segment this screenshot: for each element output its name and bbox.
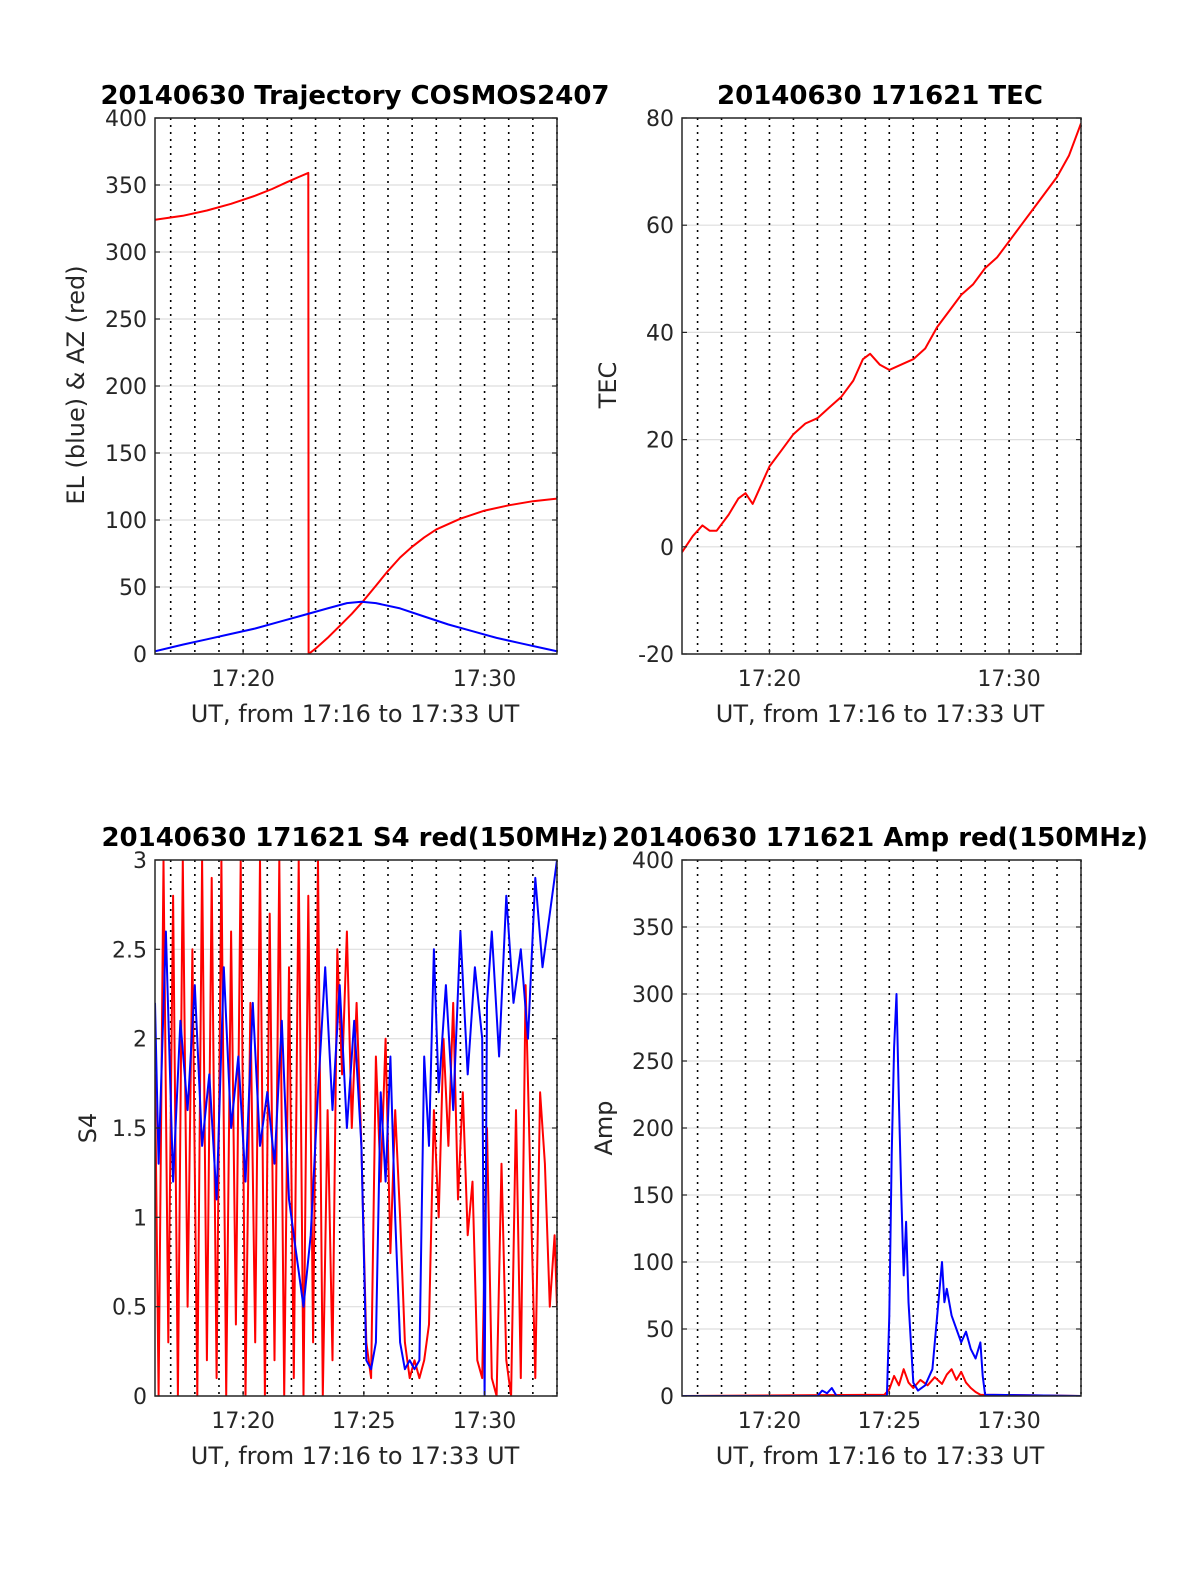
tec-xlabel: UT, from 17:16 to 17:33 UT — [716, 700, 1045, 728]
s4-ytick-label-4: 2 — [133, 1028, 147, 1053]
amp-xtick-label-1: 17:25 — [858, 1409, 921, 1434]
tec-ytick-label-3: 40 — [646, 321, 674, 346]
trajectory-ytick-label-0: 0 — [133, 643, 147, 668]
amp-ytick-label-8: 400 — [632, 849, 674, 874]
tec-axes-frame — [681, 117, 1082, 655]
amp-ytick-label-7: 350 — [632, 916, 674, 941]
tec-panel: 20140630 171621 TEC UT, from 17:16 to 17… — [594, 81, 1082, 728]
tec-xtick-label-1: 17:30 — [977, 667, 1040, 692]
trajectory-xtick-label-1: 17:30 — [453, 667, 516, 692]
s4-ytick-label-6: 3 — [133, 849, 147, 874]
s4-ytick-label-2: 1 — [133, 1206, 147, 1231]
trajectory-ytick-label-5: 250 — [105, 308, 147, 333]
s4-ytick-label-5: 2.5 — [112, 938, 147, 963]
s4-xtick-label-0: 17:20 — [211, 1409, 274, 1434]
amp-ytick-label-2: 100 — [632, 1251, 674, 1276]
s4-series-0-line — [155, 860, 557, 1396]
trajectory-series-1-line — [155, 600, 557, 653]
trajectory-ytick-label-3: 150 — [105, 442, 147, 467]
s4-xtick-label-2: 17:30 — [453, 1409, 516, 1434]
trajectory-ytick-label-1: 50 — [119, 576, 147, 601]
amp-series-1-line — [682, 993, 1081, 1396]
trajectory-title: 20140630 Trajectory COSMOS2407 — [100, 81, 609, 111]
tec-ytick-label-4: 60 — [646, 214, 674, 239]
tec-title: 20140630 171621 TEC — [717, 81, 1043, 111]
s4-ylabel: S4 — [74, 1113, 102, 1144]
amp-ytick-label-3: 150 — [632, 1184, 674, 1209]
trajectory-ytick-label-2: 100 — [105, 509, 147, 534]
amp-xtick-label-2: 17:30 — [977, 1409, 1040, 1434]
amp-ylabel: Amp — [590, 1100, 618, 1155]
tec-series-0-line — [682, 123, 1081, 553]
amp-ytick-label-6: 300 — [632, 983, 674, 1008]
trajectory-series-0-line — [155, 171, 557, 654]
trajectory-panel: 20140630 Trajectory COSMOS2407 UT, from … — [62, 81, 610, 728]
s4-title: 20140630 171621 S4 red(150MHz) — [101, 823, 608, 853]
amp-ytick-label-4: 200 — [632, 1117, 674, 1142]
trajectory-ytick-label-7: 350 — [105, 174, 147, 199]
s4-panel: 20140630 171621 S4 red(150MHz) UT, from … — [74, 823, 609, 1470]
amp-series-0-line — [682, 1368, 1081, 1396]
amp-xtick-label-0: 17:20 — [738, 1409, 801, 1434]
tec-ytick-label-5: 80 — [646, 107, 674, 132]
amp-xlabel: UT, from 17:16 to 17:33 UT — [716, 1442, 1045, 1470]
s4-ytick-label-0: 0 — [133, 1385, 147, 1410]
trajectory-xtick-label-0: 17:20 — [211, 667, 274, 692]
trajectory-ytick-label-4: 200 — [105, 375, 147, 400]
trajectory-xlabel: UT, from 17:16 to 17:33 UT — [191, 700, 520, 728]
tec-xtick-label-0: 17:20 — [738, 667, 801, 692]
amp-ytick-label-0: 0 — [660, 1385, 674, 1410]
amp-title: 20140630 171621 Amp red(150MHz) — [612, 823, 1148, 853]
tec-ytick-label-0: -20 — [638, 643, 674, 668]
trajectory-ytick-label-6: 300 — [105, 241, 147, 266]
amp-ytick-label-5: 250 — [632, 1050, 674, 1075]
s4-ytick-label-1: 0.5 — [112, 1296, 147, 1321]
amp-ytick-label-1: 50 — [646, 1318, 674, 1343]
trajectory-ylabel: EL (blue) & AZ (red) — [62, 265, 90, 504]
tec-ytick-label-2: 20 — [646, 429, 674, 454]
s4-xtick-label-1: 17:25 — [332, 1409, 395, 1434]
s4-series-1-line — [155, 860, 557, 1396]
trajectory-ytick-label-8: 400 — [105, 107, 147, 132]
s4-ytick-label-3: 1.5 — [112, 1117, 147, 1142]
amp-panel: 20140630 171621 Amp red(150MHz) UT, from… — [590, 823, 1148, 1470]
s4-xlabel: UT, from 17:16 to 17:33 UT — [191, 1442, 520, 1470]
tec-ytick-label-1: 0 — [660, 536, 674, 561]
tec-ylabel: TEC — [594, 362, 622, 410]
